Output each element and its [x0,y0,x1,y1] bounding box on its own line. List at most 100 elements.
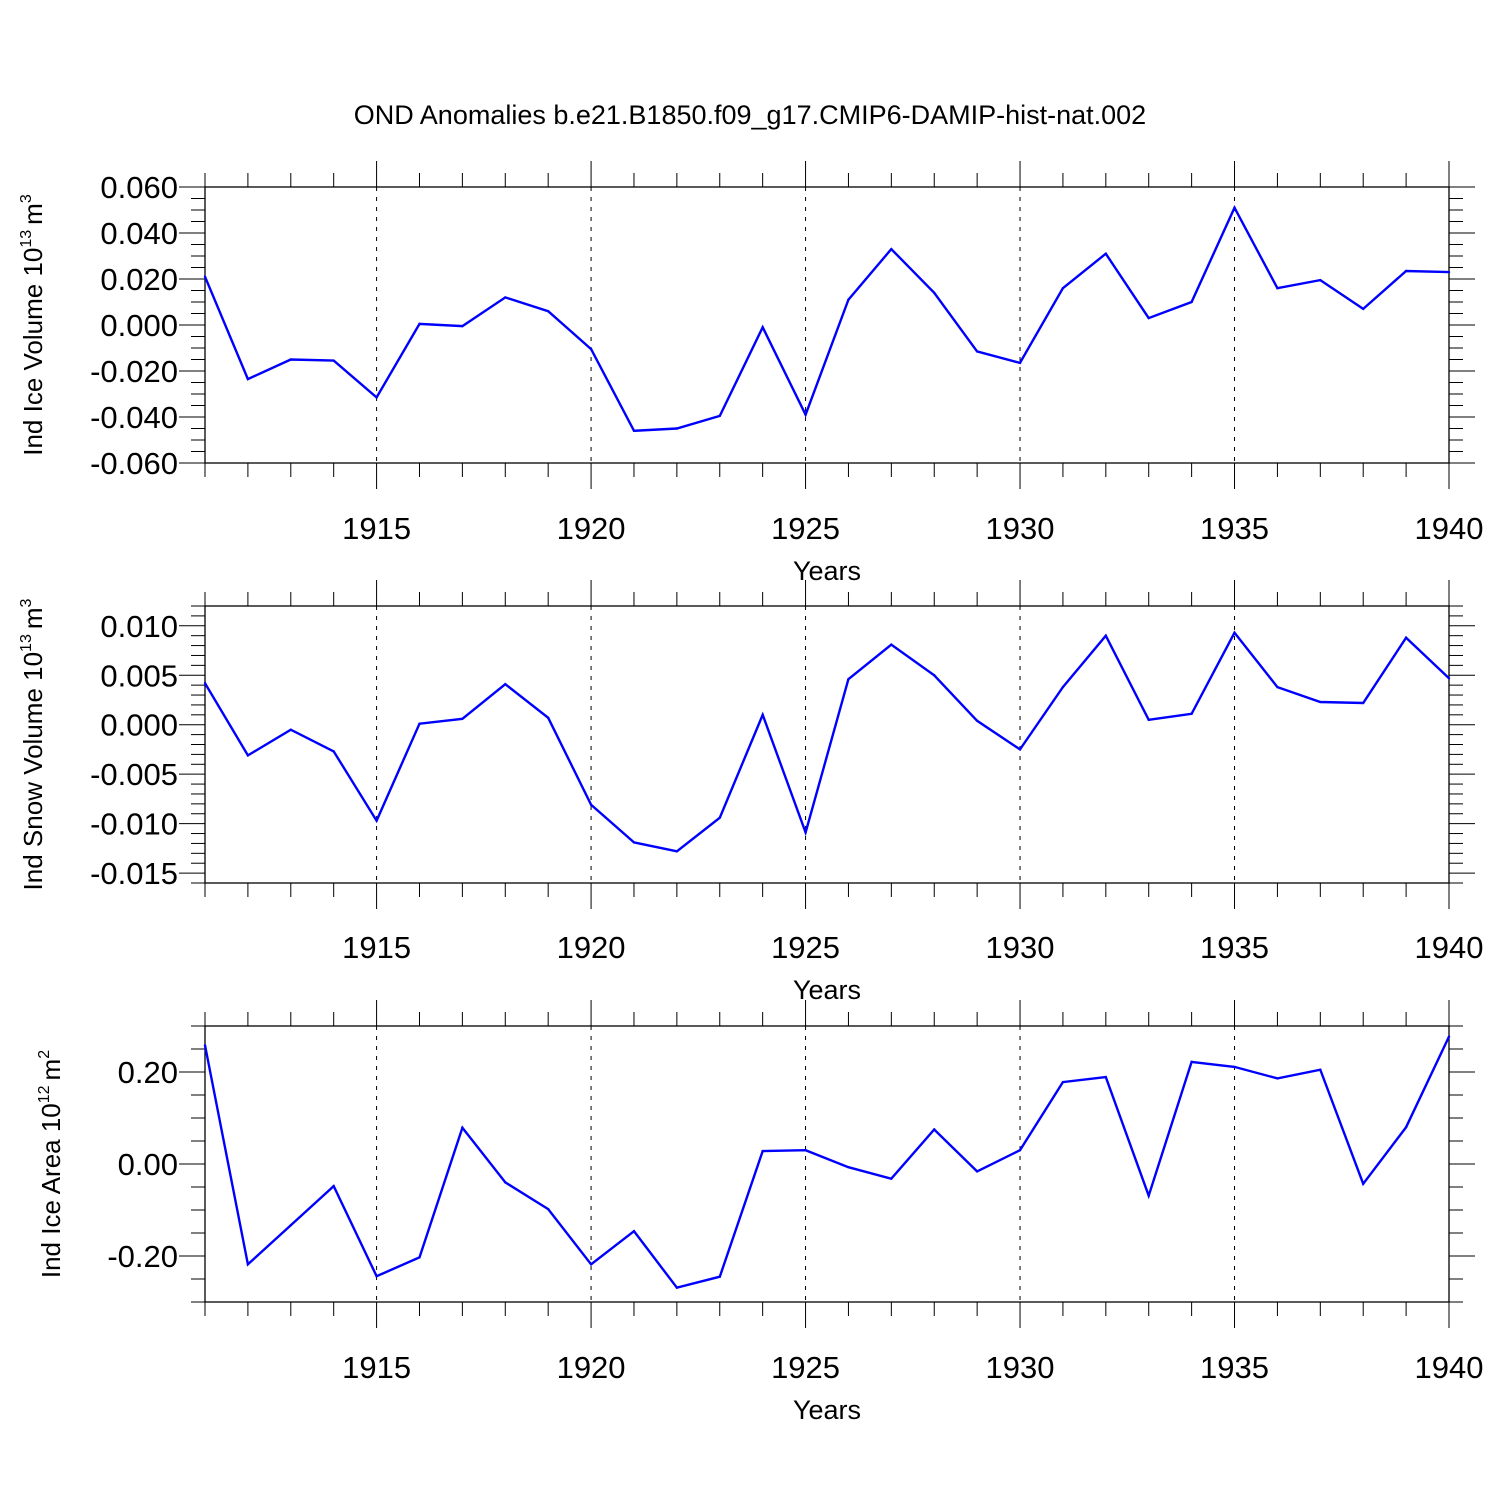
data-point [847,1166,850,1169]
x-tick-label: 1940 [1415,930,1484,965]
chart-panel-2: 0.010 0.005 0.000 -0.005 -0.010 -0.015 1915 192… [18,580,1483,1005]
y-tick-label: 0.005 [100,658,178,693]
data-point [632,429,636,432]
y-axis-label-text: Ind Ice Volume 10 [18,248,48,456]
y-tick-label: 0.20 [118,1055,178,1090]
x-tick-label: 1940 [1415,1350,1484,1385]
data-point [1362,701,1365,705]
data-point [289,358,292,361]
data-point [1147,316,1150,320]
data-point [1233,1065,1236,1069]
x-tick-label: 1935 [1200,511,1269,546]
data-point [504,1181,507,1184]
x-tick-label: 1935 [1200,930,1269,965]
x-tick-label: 1915 [342,1350,411,1385]
y-tick-label: -0.20 [107,1239,178,1274]
x-tick-label: 1925 [771,1350,840,1385]
figure-title: OND Anomalies b.e21.B1850.f09_g17.CMIP6-… [354,100,1146,130]
data-point [933,1128,936,1131]
data-point [1319,700,1322,704]
data-point [1190,712,1193,716]
x-tick-label: 1930 [986,930,1055,965]
data-point [332,359,335,362]
x-tick-label: 1925 [771,930,840,965]
data-point [504,296,507,299]
y-axis-label-text: Ind Snow Volume 10 [18,652,48,891]
data-point [1061,1080,1065,1084]
data-point [1319,278,1322,282]
y-axis-label-exponent: 13 [18,230,35,248]
data-point [1276,1077,1279,1080]
data-point [289,728,292,731]
x-tick-label: 1920 [557,1350,626,1385]
data-point [718,816,721,819]
data-point [890,643,893,646]
data-point [375,819,378,822]
data-point [1018,361,1022,365]
y-tick-label: -0.060 [90,446,178,481]
data-point [1190,300,1193,304]
data-point [203,275,207,278]
y-tick-label: -0.020 [90,354,178,389]
y-axis-label: Ind Snow Volume 1013 m3 [18,598,48,890]
data-point [1190,1060,1193,1064]
data-point [1447,677,1451,680]
data-point [675,427,679,430]
y-tick-label: 0.060 [100,170,178,205]
data-point [589,803,593,807]
data-point [1404,636,1408,639]
data-point [461,1126,464,1129]
x-tick-label: 1915 [342,930,411,965]
y-tick-label: -0.010 [90,807,178,842]
series-line [203,630,1450,853]
data-point [890,247,893,251]
data-point [1104,1075,1108,1079]
data-point [1018,748,1022,751]
data-point [332,750,335,753]
chart-panel-3: 0.20 0.00 -0.20 1915 1920 1925 1930 1935 1940 Yea… [36,1000,1483,1425]
data-point [1362,307,1365,311]
y-axis-label-unit-exponent: 3 [18,598,35,607]
data-point [1319,1068,1322,1071]
data-point [718,414,721,418]
data-point [1447,270,1451,274]
y-tick-label: 0.00 [118,1147,178,1182]
y-tick-label: -0.005 [90,757,178,792]
data-point [461,324,464,328]
x-tick-label: 1915 [342,511,411,546]
data-point [804,831,807,834]
data-point [1276,685,1279,689]
data-point [1104,252,1108,255]
data-point [1276,287,1279,290]
data-point [1018,1149,1022,1152]
data-point [1404,1126,1408,1129]
data-point [418,722,421,725]
data-point [546,716,550,719]
y-axis-label: Ind Ice Area 1012 m2 [36,1050,66,1278]
data-point [375,1275,378,1278]
x-axis-label: Years [793,1395,861,1425]
data-point [546,310,550,313]
plot-frame [204,186,1450,464]
x-tick-label: 1935 [1200,1350,1269,1385]
data-point [804,413,807,416]
data-point [589,347,593,351]
data-point [246,754,250,757]
data-point [461,717,464,720]
x-axis-label: Years [793,975,861,1005]
data-point [718,1275,721,1278]
y-tick-label: 0.010 [100,609,178,644]
x-tick-label: 1930 [986,511,1055,546]
series-line [203,1036,1451,1290]
data-point [1233,631,1236,634]
data-point [418,1256,421,1259]
y-tick-label: 0.040 [100,216,178,251]
y-axis-label-exponent: 13 [18,634,35,652]
data-point [1404,269,1408,273]
y-axis-label: Ind Ice Volume 1013 m3 [18,194,48,456]
data-point [975,719,979,722]
data-point [847,678,850,681]
data-point [933,674,936,677]
y-tick-label: 0.020 [100,262,178,297]
